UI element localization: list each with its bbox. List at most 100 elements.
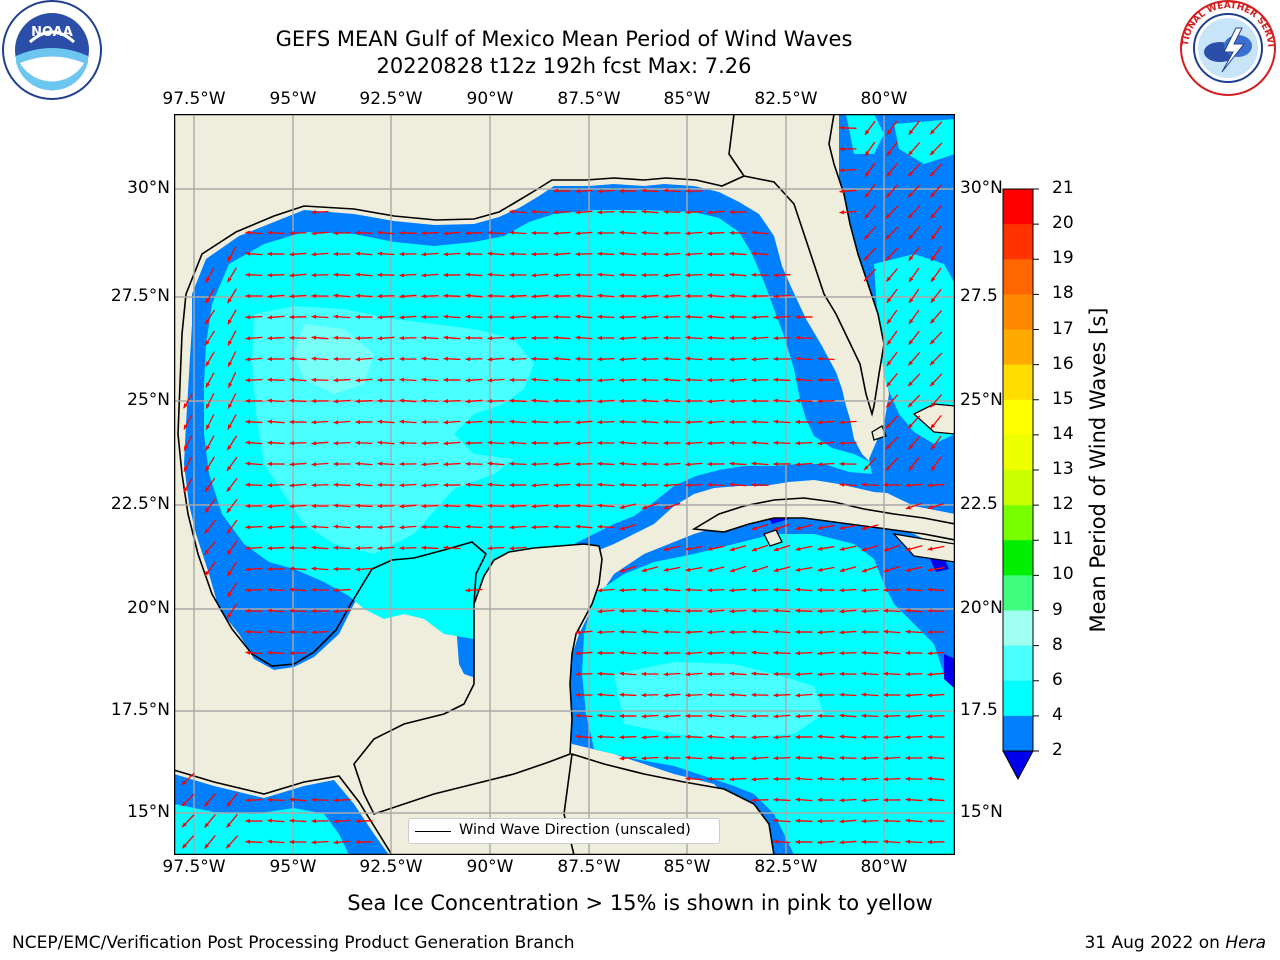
wind-arrow-head: [685, 630, 691, 635]
wind-arrow-head: [289, 818, 295, 823]
wind-arrow-head: [795, 693, 801, 698]
wind-arrow-head: [641, 714, 647, 719]
wind-arrow-head: [575, 210, 581, 215]
wind-arrow-head: [289, 504, 295, 509]
wind-arrow-head: [183, 487, 188, 493]
wind-arrow-head: [883, 568, 889, 573]
wind-arrow-head: [377, 357, 383, 362]
wind-arrow-head: [641, 294, 647, 299]
wind-arrow-head: [795, 440, 801, 446]
wind-arrow-head: [399, 335, 405, 341]
wind-arrow-head: [311, 293, 317, 299]
wind-arrow-head: [773, 629, 779, 634]
wind-arrow-head: [751, 357, 757, 362]
nws-logo-icon: NATIONAL WEATHER SERVICE: [1178, 0, 1276, 96]
wind-arrow-head: [267, 398, 273, 403]
wind-arrow-head: [465, 524, 471, 529]
wind-arrow-head: [311, 566, 317, 571]
wind-arrow-head: [883, 735, 889, 740]
wind-arrow-head: [908, 381, 913, 387]
wind-arrow-head: [267, 294, 273, 299]
wind-arrow-head: [729, 692, 735, 697]
wind-arrow-head: [751, 482, 757, 488]
wind-arrow-head: [289, 440, 295, 446]
wind-arrow-head: [773, 714, 779, 719]
wind-arrow-head: [465, 293, 471, 298]
wind-arrow-head: [641, 336, 647, 341]
wind-arrow-head: [597, 734, 603, 740]
wind-arrow-head: [795, 335, 801, 341]
wind-arrow-head: [641, 692, 647, 698]
wind-arrow-head: [531, 315, 537, 320]
wind-arrow-head: [663, 629, 669, 635]
wind-arrow-head: [619, 314, 625, 320]
wind-arrow-head: [707, 231, 713, 236]
wind-arrow-head: [619, 734, 625, 740]
wind-arrow-head: [905, 483, 911, 488]
wind-arrow-head: [795, 839, 801, 845]
wind-arrow-head: [707, 335, 713, 340]
wind-arrow-head: [333, 441, 339, 446]
wind-arrow-head: [377, 440, 383, 445]
wind-arrow-head: [333, 482, 339, 487]
wind-arrow-head: [575, 399, 581, 404]
wind-arrow-head: [245, 251, 251, 256]
wind-arrow-head: [289, 230, 295, 236]
wind-arrow-head: [311, 314, 317, 319]
wind-arrow-head: [399, 294, 405, 299]
wind-arrow-head: [729, 650, 735, 656]
wind-arrow-head: [817, 525, 823, 530]
wind-arrow-head: [751, 315, 757, 320]
wind-arrow-head: [663, 672, 669, 677]
colorbar-segment: [1003, 715, 1033, 752]
wind-arrow-head: [641, 188, 647, 193]
wind-arrow-head: [908, 255, 914, 261]
axis-tick-label: 97.5°W: [162, 857, 226, 877]
wind-arrow-head: [575, 272, 581, 278]
wind-arrow-head: [861, 713, 867, 719]
wind-arrow-head: [289, 524, 295, 530]
wind-arrow-head: [663, 650, 669, 656]
wind-arrow-head: [707, 567, 713, 573]
wind-arrow-head: [333, 378, 339, 383]
wind-arrow-head: [864, 234, 869, 240]
wind-arrow-head: [619, 209, 625, 215]
wind-arrow-head: [839, 168, 845, 173]
noaa-logo-text: NOAA: [31, 25, 73, 40]
wind-arrow-head: [861, 671, 867, 676]
wind-arrow-head: [905, 608, 911, 613]
wind-arrow-head: [377, 482, 383, 488]
wind-arrow-head: [289, 419, 295, 425]
wind-arrow-head: [619, 568, 625, 573]
wind-arrow-head: [751, 777, 757, 782]
colorbar-tick-label: 14: [1052, 423, 1074, 444]
wind-arrow-head: [553, 188, 559, 194]
wind-arrow-head: [707, 671, 713, 677]
wind-arrow-head: [663, 335, 669, 341]
wind-arrow-head: [773, 797, 779, 802]
wind-arrow-head: [311, 797, 317, 803]
wind-arrow-head: [927, 567, 933, 572]
wind-arrow-head: [685, 356, 691, 361]
wind-arrow-head: [204, 570, 210, 576]
wind-arrow-head: [311, 587, 317, 593]
wind-arrow-head: [663, 356, 669, 361]
wind-arrow-head: [487, 546, 493, 551]
wind-arrow-head: [839, 630, 845, 635]
footer-date: 31 Aug 2022 on Hera: [1084, 933, 1266, 953]
axis-tick-label: 22.5°N: [110, 494, 170, 514]
wind-arrow-head: [267, 650, 273, 655]
wind-arrow-head: [817, 608, 823, 614]
wind-arrow-head: [443, 524, 449, 529]
wind-arrow-head: [355, 335, 361, 341]
wind-arrow-head: [817, 630, 823, 635]
colorbar-segment: [1003, 259, 1033, 295]
wind-arrow-head: [795, 776, 801, 781]
wind-arrow-head: [443, 420, 449, 425]
wind-arrow-head: [245, 230, 251, 235]
wind-arrow-head: [663, 587, 669, 592]
wind-arrow-head: [909, 318, 914, 324]
wind-arrow-head: [641, 650, 647, 655]
colorbar-tick-label: 9: [1052, 599, 1063, 620]
colorbar-segment: [1003, 540, 1033, 576]
